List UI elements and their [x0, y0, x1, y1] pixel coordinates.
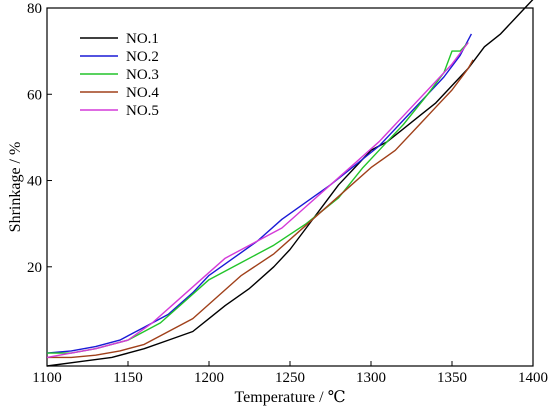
legend-label: NO.1	[126, 31, 159, 47]
y-tick-label: 20	[27, 260, 42, 276]
y-tick-label: 80	[27, 1, 42, 17]
x-axis-title: Temperature / ℃	[235, 389, 346, 406]
series-layer	[46, 0, 534, 367]
legend-label: NO.4	[126, 85, 159, 101]
legend-label: NO.2	[126, 49, 159, 65]
x-tick-label: 1300	[356, 370, 386, 386]
series-line-no4	[47, 59, 474, 359]
y-tick-label: 60	[27, 87, 42, 103]
x-tick-label: 1250	[275, 370, 305, 386]
legend-label: NO.3	[126, 67, 159, 83]
y-tick-label: 40	[27, 174, 42, 190]
x-tick-label: 1350	[437, 370, 467, 386]
plot-frame	[46, 7, 534, 367]
legend-label: NO.5	[126, 103, 159, 119]
x-tick-label: 1100	[32, 370, 61, 386]
series-line-no5	[46, 42, 469, 359]
x-tick-label: 1400	[518, 370, 548, 386]
ticks-layer: 1100 1150 1200 1250 1300 1350 1400 20 40 60 80	[27, 1, 548, 386]
x-tick-label: 1200	[194, 370, 224, 386]
legend: NO.1 NO.2 NO.3 NO.4 NO.5	[80, 31, 159, 119]
series-line-no1	[46, 0, 534, 367]
series-line-no2	[46, 33, 473, 354]
series-line-no3	[47, 42, 469, 354]
y-axis-title: Shrinkage / %	[7, 142, 24, 233]
x-tick-label: 1150	[113, 370, 142, 386]
